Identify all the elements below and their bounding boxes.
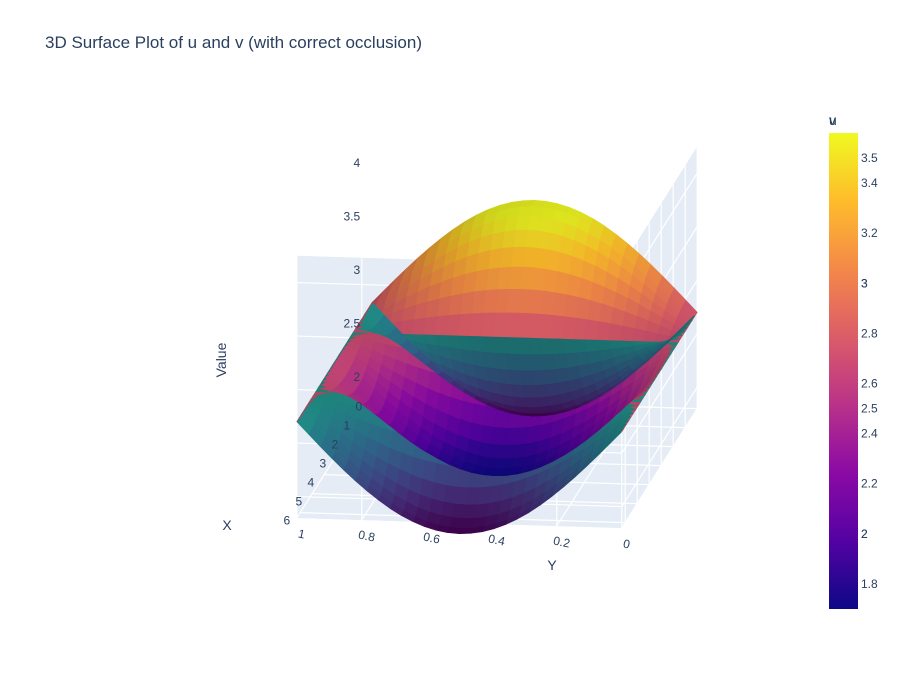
z-axis-title: Value [213, 342, 229, 377]
colorbar-tick-v: 2 [861, 527, 868, 541]
chart-title: 3D Surface Plot of u and v (with correct… [45, 33, 422, 52]
y-gridline [621, 408, 698, 529]
colorbar-tick-u: 2.8 [861, 326, 878, 340]
y-axis-title: Y [547, 557, 557, 573]
x-tick-label: 5 [295, 495, 302, 509]
surface-u-patch [557, 251, 573, 275]
z-tick-label: 3.5 [343, 210, 360, 224]
y-tick-label: 0 [622, 537, 632, 552]
y-tick-label: 0.4 [487, 531, 507, 548]
y-tick-label: 0.6 [422, 529, 442, 546]
x-tick-label: 2 [331, 438, 338, 452]
colorbar-tick-u: 3.4 [861, 176, 878, 190]
colorbar-tick-u: 1.8 [861, 577, 878, 591]
colorbar-tick-u: 3 [861, 276, 868, 290]
colorbar-title: v [829, 112, 836, 128]
colorbar-tick-u: 2.6 [861, 377, 878, 391]
z-tick-label: 2 [353, 370, 360, 384]
y-tick-label: 0.8 [357, 527, 377, 544]
x-tick-label: 0 [355, 400, 362, 414]
colorbar: 1.822.22.42.62.833.23.422.533.5uv [829, 112, 878, 609]
colorbar-tick-u: 2.4 [861, 427, 878, 441]
x-axis-title: X [222, 517, 232, 533]
colorbar-tick-u: 2 [861, 527, 868, 541]
z-tick-label: 3 [353, 263, 360, 277]
y-tick-label: 0.2 [552, 533, 572, 550]
colorbar-title: u [829, 112, 837, 128]
x-tick-label: 4 [307, 476, 314, 490]
colorbar-gradient [829, 133, 858, 609]
x-tick-label: 1 [343, 419, 350, 433]
colorbar-tick-u: 2.2 [861, 477, 878, 491]
colorbar-tick-u: 3.2 [861, 226, 878, 240]
colorbar-tick-v: 2.5 [861, 402, 878, 416]
y-tick-label: 1 [297, 527, 307, 542]
colorbar-tick-v: 3.5 [861, 151, 878, 165]
z-tick-label: 2.5 [343, 317, 360, 331]
z-tick-label: 4 [353, 156, 360, 170]
surface-u-patch [555, 203, 570, 214]
x-tick-label: 3 [319, 457, 326, 471]
surface-u-patch [496, 201, 513, 212]
colorbar-tick-v: 3 [861, 276, 868, 290]
x-tick-label: 6 [283, 514, 290, 528]
surface-mesh[interactable] [296, 199, 698, 535]
